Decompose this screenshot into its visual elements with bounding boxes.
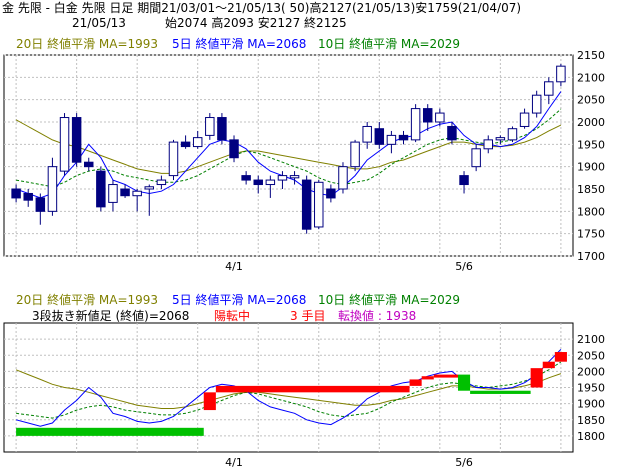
trend-status: 陽転中 [214, 309, 251, 323]
bottom-legend-ma5: 5日 終値平滑 MA=2068 [172, 293, 307, 307]
candle-up [108, 184, 118, 203]
bottom-y-tick-label: 1950 [577, 382, 605, 395]
candle-up [495, 137, 506, 141]
bottom-legend-ma20: 20日 終値平滑 MA=1993 [16, 293, 159, 307]
candle-up [144, 186, 155, 190]
candle-up [350, 141, 360, 168]
candle-up [265, 179, 276, 186]
brick-up [530, 368, 543, 388]
candle-up [192, 137, 203, 148]
date-label: 21/05/13 [72, 16, 126, 30]
step-count: 3 手目 [290, 309, 326, 323]
brick-up [215, 385, 410, 393]
candle-down [374, 128, 385, 145]
top-ma20-line [15, 119, 562, 174]
candle-up [410, 108, 421, 141]
bottom-y-tick-label: 1900 [577, 398, 605, 411]
candle-up [59, 117, 70, 172]
candle-down [229, 139, 239, 159]
candle-up [386, 134, 397, 145]
candle-up [531, 94, 542, 114]
candle-down [253, 179, 263, 186]
brick-down [470, 390, 531, 394]
top-legend-ma20: 20日 終値平滑 MA=1993 [16, 37, 159, 51]
candle-down [120, 188, 130, 197]
candle-down [241, 175, 251, 181]
candle-up [556, 65, 566, 83]
candle-down [96, 170, 106, 208]
top-y-tick-label: 1700 [577, 250, 605, 263]
top-x-tick-label: 5/6 [455, 260, 473, 273]
brick-down [16, 427, 204, 436]
top-y-tick-label: 1750 [577, 228, 605, 241]
candle-up [483, 139, 493, 150]
brick-down [457, 374, 471, 391]
bottom-y-tick-label: 1850 [577, 414, 605, 427]
top-y-tick-label: 2150 [577, 49, 605, 62]
bottom-legend-ma10: 10日 終値平滑 MA=2029 [318, 293, 461, 307]
reversal-value: 転換値 : 1938 [338, 309, 417, 323]
candle-up [132, 190, 142, 197]
candle-up [168, 141, 179, 177]
bottom-y-tick-label: 2050 [577, 349, 605, 362]
top-y-tick-label: 2100 [577, 71, 605, 84]
candle-down [180, 141, 191, 148]
top-y-tick-label: 2050 [577, 94, 605, 107]
candle-down [23, 192, 33, 201]
top-y-tick-label: 2000 [577, 116, 605, 129]
top-legend-ma10: 10日 終値平滑 MA=2029 [318, 37, 461, 51]
top-y-tick-label: 1900 [577, 161, 605, 174]
candle-up [507, 128, 518, 141]
candle-up [435, 112, 445, 123]
ohlc-label: 始2074 高2093 安2127 終2125 [165, 16, 347, 30]
kagi-value: 3段抜き新値足 (終値)=2068 [32, 309, 190, 323]
candle-up [156, 179, 167, 186]
top-legend-ma5: 5日 終値平滑 MA=2068 [172, 37, 307, 51]
candle-down [398, 134, 409, 141]
bottom-y-tick-label: 2000 [577, 365, 605, 378]
chart-title: 金 先限 - 白金 先限 日足 期間21/03/01～21/05/13( 50)… [2, 1, 522, 15]
top-y-tick-label: 1800 [577, 205, 605, 218]
brick-up [203, 392, 216, 411]
top-chart-panel: 1700 1750 1800 1850 1900 1950 2000 2050 2100 2150… [3, 49, 605, 273]
candle-up [205, 117, 215, 136]
candle-down [447, 125, 457, 141]
candle-up [519, 112, 530, 127]
brick-up [554, 352, 567, 362]
top-x-tick-label: 4/1 [225, 260, 243, 273]
candle-up [544, 81, 554, 96]
top-plot-frame [3, 54, 574, 257]
candle-up [471, 148, 481, 168]
candle-down [11, 188, 21, 199]
bottom-x-tick-label: 5/6 [455, 456, 473, 469]
candle-down [422, 108, 433, 123]
candle-down [326, 188, 336, 199]
candle-up [277, 175, 288, 181]
candle-down [84, 161, 94, 168]
brick-up [421, 376, 434, 380]
candle-up [338, 166, 348, 190]
candle-up [47, 166, 58, 212]
candle-down [459, 175, 469, 186]
top-ma10-line [16, 108, 562, 188]
bottom-chart-panel: 1800 1850 1900 1950 2000 2050 2100 4/1 5/6 [3, 322, 605, 469]
bottom-y-tick-label: 2100 [577, 333, 605, 346]
candle-down [71, 117, 82, 163]
top-y-tick-label: 1950 [577, 138, 605, 151]
top-y-tick-label: 1850 [577, 183, 605, 196]
candle-up [314, 181, 324, 228]
bottom-y-tick-label: 1800 [577, 430, 605, 443]
top-ma5-line [15, 91, 562, 199]
brick-up [433, 374, 458, 378]
candle-down [301, 179, 312, 230]
candle-up [362, 125, 372, 143]
candle-down [35, 197, 46, 212]
bottom-x-tick-label: 4/1 [225, 456, 243, 469]
candle-up [289, 175, 300, 179]
candle-down [217, 117, 227, 141]
brick-up [542, 361, 555, 369]
brick-up [409, 379, 422, 386]
